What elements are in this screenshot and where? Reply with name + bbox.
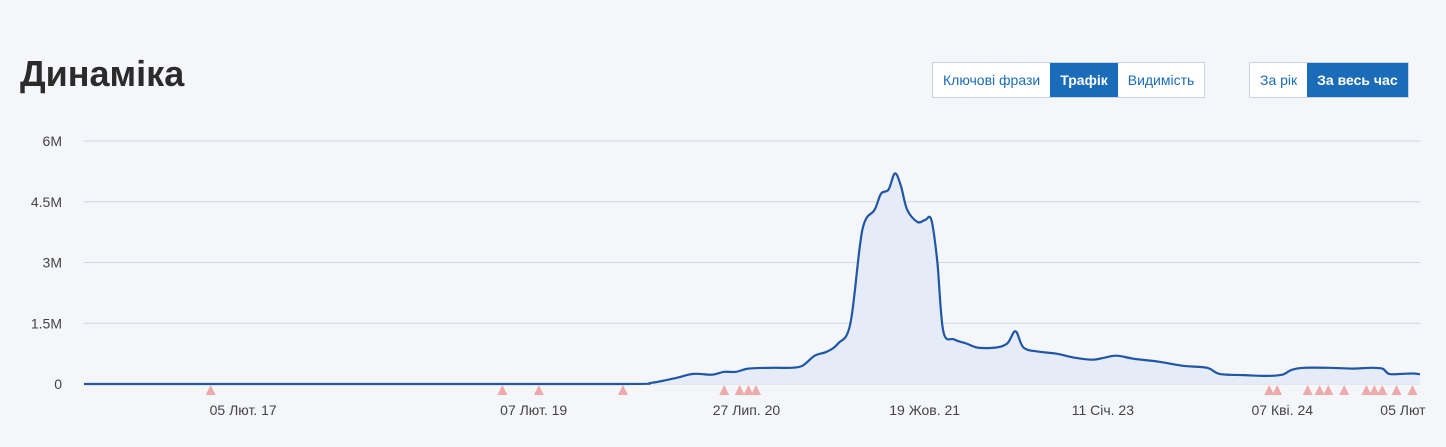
tab-period-year[interactable]: За рік <box>1260 72 1298 88</box>
event-marker-icon <box>719 385 730 395</box>
metric-tab-group: Ключові фрази Трафік Видимість <box>932 62 1206 98</box>
event-marker-icon <box>1314 385 1325 395</box>
traffic-chart: 0 1.5M 3M 4.5M 6M 05 Лют. 17 07 Лют. 19 27 Лип.… <box>31 133 1426 418</box>
tab-traffic[interactable]: Трафік <box>1050 63 1118 97</box>
event-marker-icon <box>1323 385 1334 395</box>
y-tick-label: 6M <box>43 133 62 149</box>
traffic-area <box>84 173 1420 385</box>
page-title: Динаміка <box>20 53 185 94</box>
event-marker-icon <box>533 385 544 395</box>
event-marker-icon <box>1377 385 1388 395</box>
x-tick-label: 27 Лип. 20 <box>713 402 781 418</box>
x-tick-label: 19 Жов. 21 <box>889 402 960 418</box>
event-marker-icon <box>1369 385 1380 395</box>
tab-period-all-time[interactable]: За весь час <box>1307 63 1408 97</box>
tab-visibility[interactable]: Видимість <box>1127 72 1195 88</box>
event-marker-icon <box>497 385 508 395</box>
event-marker-icon <box>1361 385 1372 395</box>
event-marker-icon <box>734 385 745 395</box>
tab-keywords[interactable]: Ключові фрази <box>943 72 1041 88</box>
event-marker-icon <box>205 385 216 395</box>
x-tick-label: 07 Лют. 19 <box>500 402 567 418</box>
event-marker-icon <box>1302 385 1313 395</box>
event-marker-icon <box>743 385 754 395</box>
event-marker-icon <box>1391 385 1402 395</box>
event-marker-icon <box>1264 385 1275 395</box>
y-tick-label: 0 <box>54 376 62 392</box>
event-marker-icon <box>1407 385 1418 395</box>
y-tick-label: 1.5M <box>31 315 62 331</box>
x-tick-label: 07 Кві. 24 <box>1252 402 1314 418</box>
x-tick-label: 05 Лют <box>1380 402 1426 418</box>
event-marker-icon <box>1272 385 1283 395</box>
event-marker-icon <box>750 385 761 395</box>
y-tick-label: 4.5M <box>31 194 62 210</box>
y-tick-label: 3M <box>43 255 62 271</box>
x-tick-label: 11 Січ. 23 <box>1072 402 1135 418</box>
event-marker-icon <box>618 385 629 395</box>
x-tick-label: 05 Лют. 17 <box>210 402 277 418</box>
traffic-line <box>84 172 1421 386</box>
period-tab-group: За рік За весь час <box>1249 62 1409 98</box>
event-marker-icon <box>1339 385 1350 395</box>
